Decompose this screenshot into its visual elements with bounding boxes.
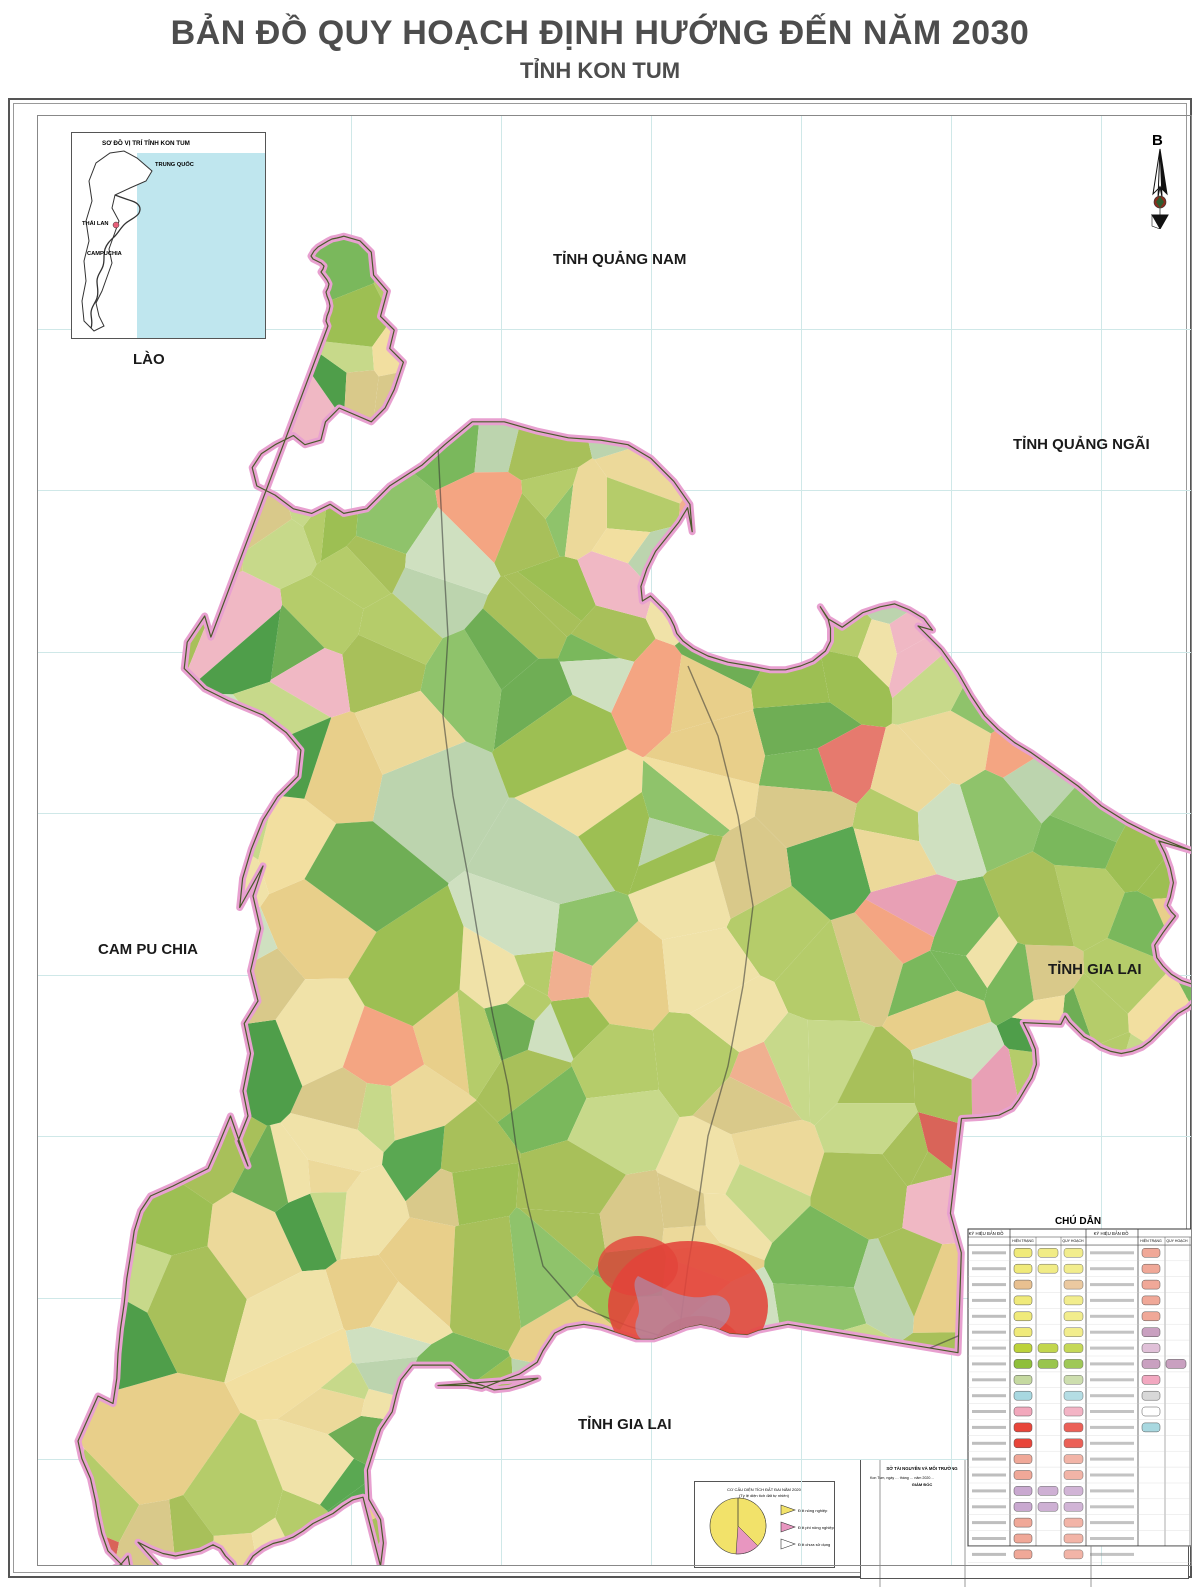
- svg-text:CHÚ DẪN: CHÚ DẪN: [1055, 1214, 1101, 1227]
- svg-text:THÁI LAN: THÁI LAN: [82, 220, 109, 227]
- svg-text:KÝ HIỆU BẢN ĐỒ: KÝ HIỆU BẢN ĐỒ: [1094, 1231, 1130, 1236]
- svg-text:QUY HOẠCH: QUY HOẠCH: [1166, 1239, 1188, 1243]
- svg-text:QUY HOẠCH: QUY HOẠCH: [1062, 1239, 1084, 1243]
- svg-text:HIỆN TRẠNG: HIỆN TRẠNG: [1012, 1238, 1034, 1243]
- svg-text:CAMPUCHIA: CAMPUCHIA: [87, 251, 122, 257]
- svg-text:KÝ HIỆU BẢN ĐỒ: KÝ HIỆU BẢN ĐỒ: [969, 1231, 1005, 1236]
- svg-text:B: B: [1152, 132, 1163, 149]
- svg-text:TRUNG QUỐC: TRUNG QUỐC: [155, 161, 194, 168]
- svg-text:HIỆN TRẠNG: HIỆN TRẠNG: [1140, 1238, 1162, 1243]
